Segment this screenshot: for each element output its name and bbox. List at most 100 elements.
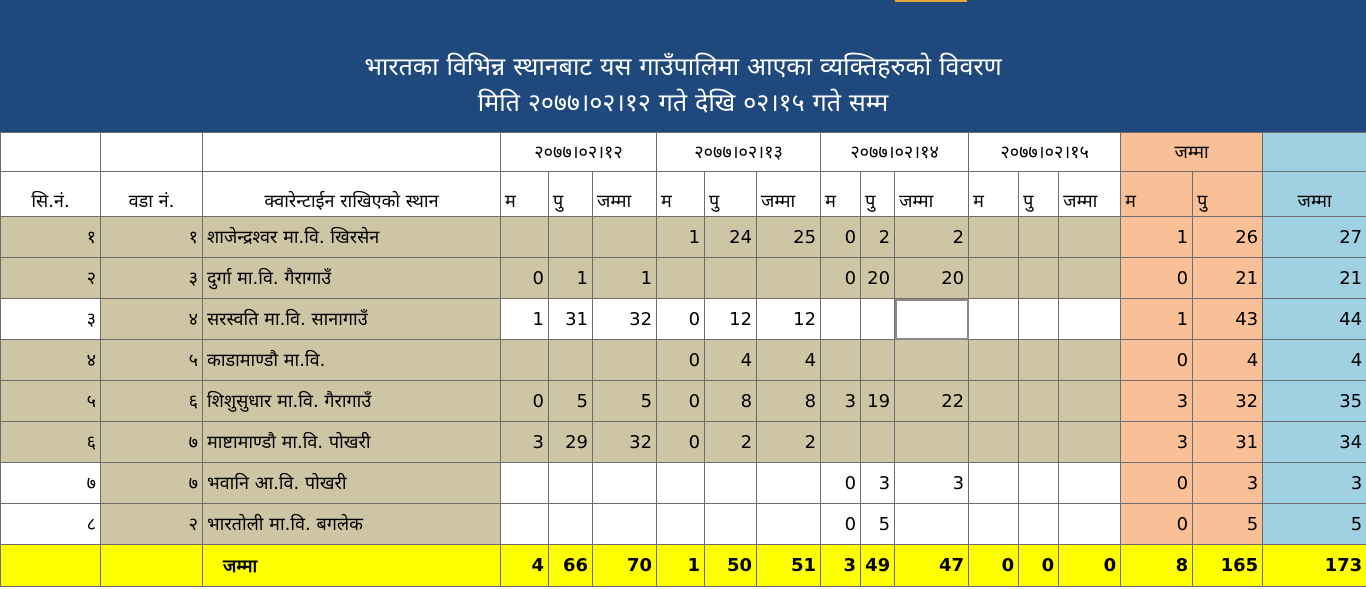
- value-cell[interactable]: [591, 503, 658, 545]
- value-cell[interactable]: [1058, 216, 1122, 258]
- value-cell[interactable]: [1058, 503, 1122, 545]
- ward-header[interactable]: वडा नं.: [100, 171, 203, 217]
- total-female-cell[interactable]: 1: [1120, 216, 1194, 258]
- grand-total-cell[interactable]: 173: [1262, 544, 1366, 587]
- female-header[interactable]: म: [1120, 171, 1194, 217]
- value-cell[interactable]: 0: [500, 380, 549, 422]
- subtotal-header[interactable]: जम्मा: [591, 171, 658, 217]
- total-value-cell[interactable]: 3: [820, 544, 862, 587]
- total-male-cell[interactable]: 21: [1192, 257, 1264, 299]
- female-header[interactable]: म: [500, 171, 549, 217]
- place-cell[interactable]: भवानि आ.वि. पोखरी: [202, 462, 501, 504]
- value-cell[interactable]: [656, 257, 706, 299]
- header-cell[interactable]: [202, 132, 501, 172]
- value-cell[interactable]: [500, 339, 549, 381]
- ward-cell[interactable]: २: [100, 503, 203, 545]
- value-cell[interactable]: 2: [756, 421, 822, 463]
- date-header-2[interactable]: २०७७।०२।१३: [656, 132, 822, 172]
- value-cell[interactable]: 0: [656, 339, 706, 381]
- value-cell[interactable]: [968, 503, 1020, 545]
- grand-total-cell[interactable]: 3: [1262, 462, 1366, 504]
- value-cell[interactable]: 32: [591, 421, 658, 463]
- value-cell[interactable]: [1058, 462, 1122, 504]
- place-cell[interactable]: सरस्वति मा.वि. सानागाउँ: [202, 298, 501, 340]
- total-value-cell[interactable]: 1: [656, 544, 706, 587]
- value-cell[interactable]: 29: [548, 421, 593, 463]
- value-cell[interactable]: [704, 257, 758, 299]
- value-cell[interactable]: [820, 298, 862, 340]
- subtotal-header[interactable]: जम्मा: [756, 171, 822, 217]
- ward-cell[interactable]: १: [100, 216, 203, 258]
- value-cell[interactable]: 4: [756, 339, 822, 381]
- sn-cell[interactable]: १: [0, 216, 101, 258]
- total-male-cell[interactable]: 4: [1192, 339, 1264, 381]
- value-cell[interactable]: 0: [820, 257, 862, 299]
- total-value-cell[interactable]: 0: [1058, 544, 1122, 587]
- total-male-cell[interactable]: 43: [1192, 298, 1264, 340]
- value-cell[interactable]: [860, 339, 896, 381]
- total-value-cell[interactable]: 0: [1018, 544, 1060, 587]
- total-value-cell[interactable]: 4: [500, 544, 549, 587]
- grand-total-cell[interactable]: 34: [1262, 421, 1366, 463]
- female-header[interactable]: म: [820, 171, 862, 217]
- value-cell[interactable]: 0: [820, 462, 862, 504]
- subtotal-header[interactable]: जम्मा: [894, 171, 970, 217]
- total-cell[interactable]: [0, 544, 101, 587]
- place-cell[interactable]: दुर्गा मा.वि. गैरागाउँ: [202, 257, 501, 299]
- value-cell[interactable]: [968, 298, 1020, 340]
- total-male-cell[interactable]: 31: [1192, 421, 1264, 463]
- value-cell[interactable]: [968, 421, 1020, 463]
- value-cell[interactable]: [756, 462, 822, 504]
- value-cell[interactable]: 0: [500, 257, 549, 299]
- value-cell[interactable]: [656, 503, 706, 545]
- value-cell[interactable]: 0: [820, 503, 862, 545]
- value-cell[interactable]: 2: [894, 216, 970, 258]
- grand-total-cell[interactable]: 27: [1262, 216, 1366, 258]
- value-cell[interactable]: [591, 339, 658, 381]
- value-cell[interactable]: 0: [656, 298, 706, 340]
- total-female-cell[interactable]: 3: [1120, 380, 1194, 422]
- value-cell[interactable]: [968, 216, 1020, 258]
- value-cell[interactable]: [894, 421, 970, 463]
- total-female-cell[interactable]: 0: [1120, 503, 1194, 545]
- value-cell[interactable]: 1: [548, 257, 593, 299]
- place-cell[interactable]: शाजेन्द्रश्वर मा.वि. खिरसेन: [202, 216, 501, 258]
- male-header[interactable]: पु: [704, 171, 758, 217]
- total-value-cell[interactable]: 0: [968, 544, 1020, 587]
- place-header[interactable]: क्वारेन्टाईन राखिएको स्थान: [202, 171, 501, 217]
- value-cell[interactable]: [1018, 462, 1060, 504]
- value-cell[interactable]: [591, 216, 658, 258]
- value-cell[interactable]: [820, 421, 862, 463]
- total-group-header[interactable]: जम्मा: [1120, 132, 1264, 172]
- value-cell[interactable]: [500, 216, 549, 258]
- value-cell[interactable]: 25: [756, 216, 822, 258]
- value-cell[interactable]: [756, 503, 822, 545]
- value-cell[interactable]: 5: [860, 503, 896, 545]
- value-cell[interactable]: [1018, 216, 1060, 258]
- male-header[interactable]: पु: [1192, 171, 1264, 217]
- value-cell[interactable]: [1018, 503, 1060, 545]
- sn-cell[interactable]: ६: [0, 421, 101, 463]
- value-cell[interactable]: [1018, 298, 1060, 340]
- value-cell[interactable]: 8: [704, 380, 758, 422]
- total-value-cell[interactable]: 66: [548, 544, 593, 587]
- place-cell[interactable]: माष्टामाण्डौ मा.वि. पोखरी: [202, 421, 501, 463]
- value-cell[interactable]: [1058, 257, 1122, 299]
- value-cell[interactable]: 0: [656, 380, 706, 422]
- value-cell[interactable]: 1: [656, 216, 706, 258]
- total-value-cell[interactable]: 49: [860, 544, 896, 587]
- total-value-cell[interactable]: 47: [894, 544, 970, 587]
- value-cell[interactable]: 2: [860, 216, 896, 258]
- value-cell[interactable]: [968, 257, 1020, 299]
- value-cell[interactable]: [894, 339, 970, 381]
- total-female-cell[interactable]: 0: [1120, 257, 1194, 299]
- value-cell[interactable]: [548, 503, 593, 545]
- grand-total-header[interactable]: जम्मा: [1262, 171, 1366, 217]
- value-cell[interactable]: [968, 380, 1020, 422]
- value-cell[interactable]: 3: [820, 380, 862, 422]
- value-cell[interactable]: [548, 339, 593, 381]
- total-male-cell[interactable]: 5: [1192, 503, 1264, 545]
- value-cell[interactable]: 1: [500, 298, 549, 340]
- value-cell[interactable]: 20: [894, 257, 970, 299]
- ward-cell[interactable]: ७: [100, 421, 203, 463]
